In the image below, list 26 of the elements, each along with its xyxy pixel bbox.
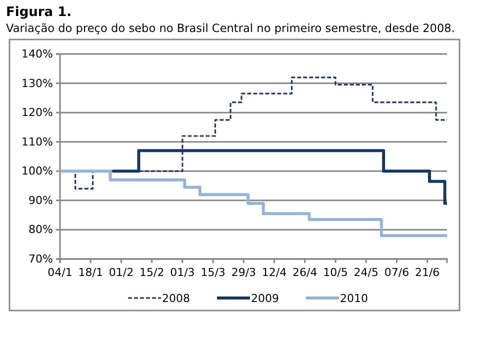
x-tick-label: 10/5 [323,266,348,279]
y-tick-label: 140% [22,48,53,61]
y-tick-label: 120% [22,106,53,120]
x-tick-label: 01/3 [170,266,195,279]
x-tick-label: 04/1 [48,266,72,279]
legend-label: 2008 [162,292,190,305]
legend-label: 2010 [340,292,368,305]
x-tick-label: 01/2 [108,266,134,279]
x-tick-label: 15/2 [139,266,164,279]
chart-subtitle: Variação do preço do sebo no Brasil Central no primeiro semestre, desde 2008. [6,22,455,35]
x-tick-label: 24/5 [354,266,378,279]
y-tick-label: 70% [28,252,53,266]
x-tick-label: 07/6 [384,266,410,279]
y-tick-label: 100% [22,164,53,178]
y-tick-label: 90% [28,194,53,207]
y-tick-label: 110% [22,135,53,148]
chart-title: Figura 1. [6,5,72,20]
x-tick-label: 15/3 [200,266,226,279]
x-tick-label: 12/4 [262,266,287,279]
x-tick-label: 26/4 [292,266,318,279]
x-tick-label: 29/3 [231,266,256,279]
y-tick-label: 80% [28,223,53,236]
legend-label: 2009 [251,292,279,305]
y-tick-label: 130% [22,76,53,90]
x-tick-label: 21/6 [414,266,440,279]
x-tick-label: 18/1 [78,266,103,279]
